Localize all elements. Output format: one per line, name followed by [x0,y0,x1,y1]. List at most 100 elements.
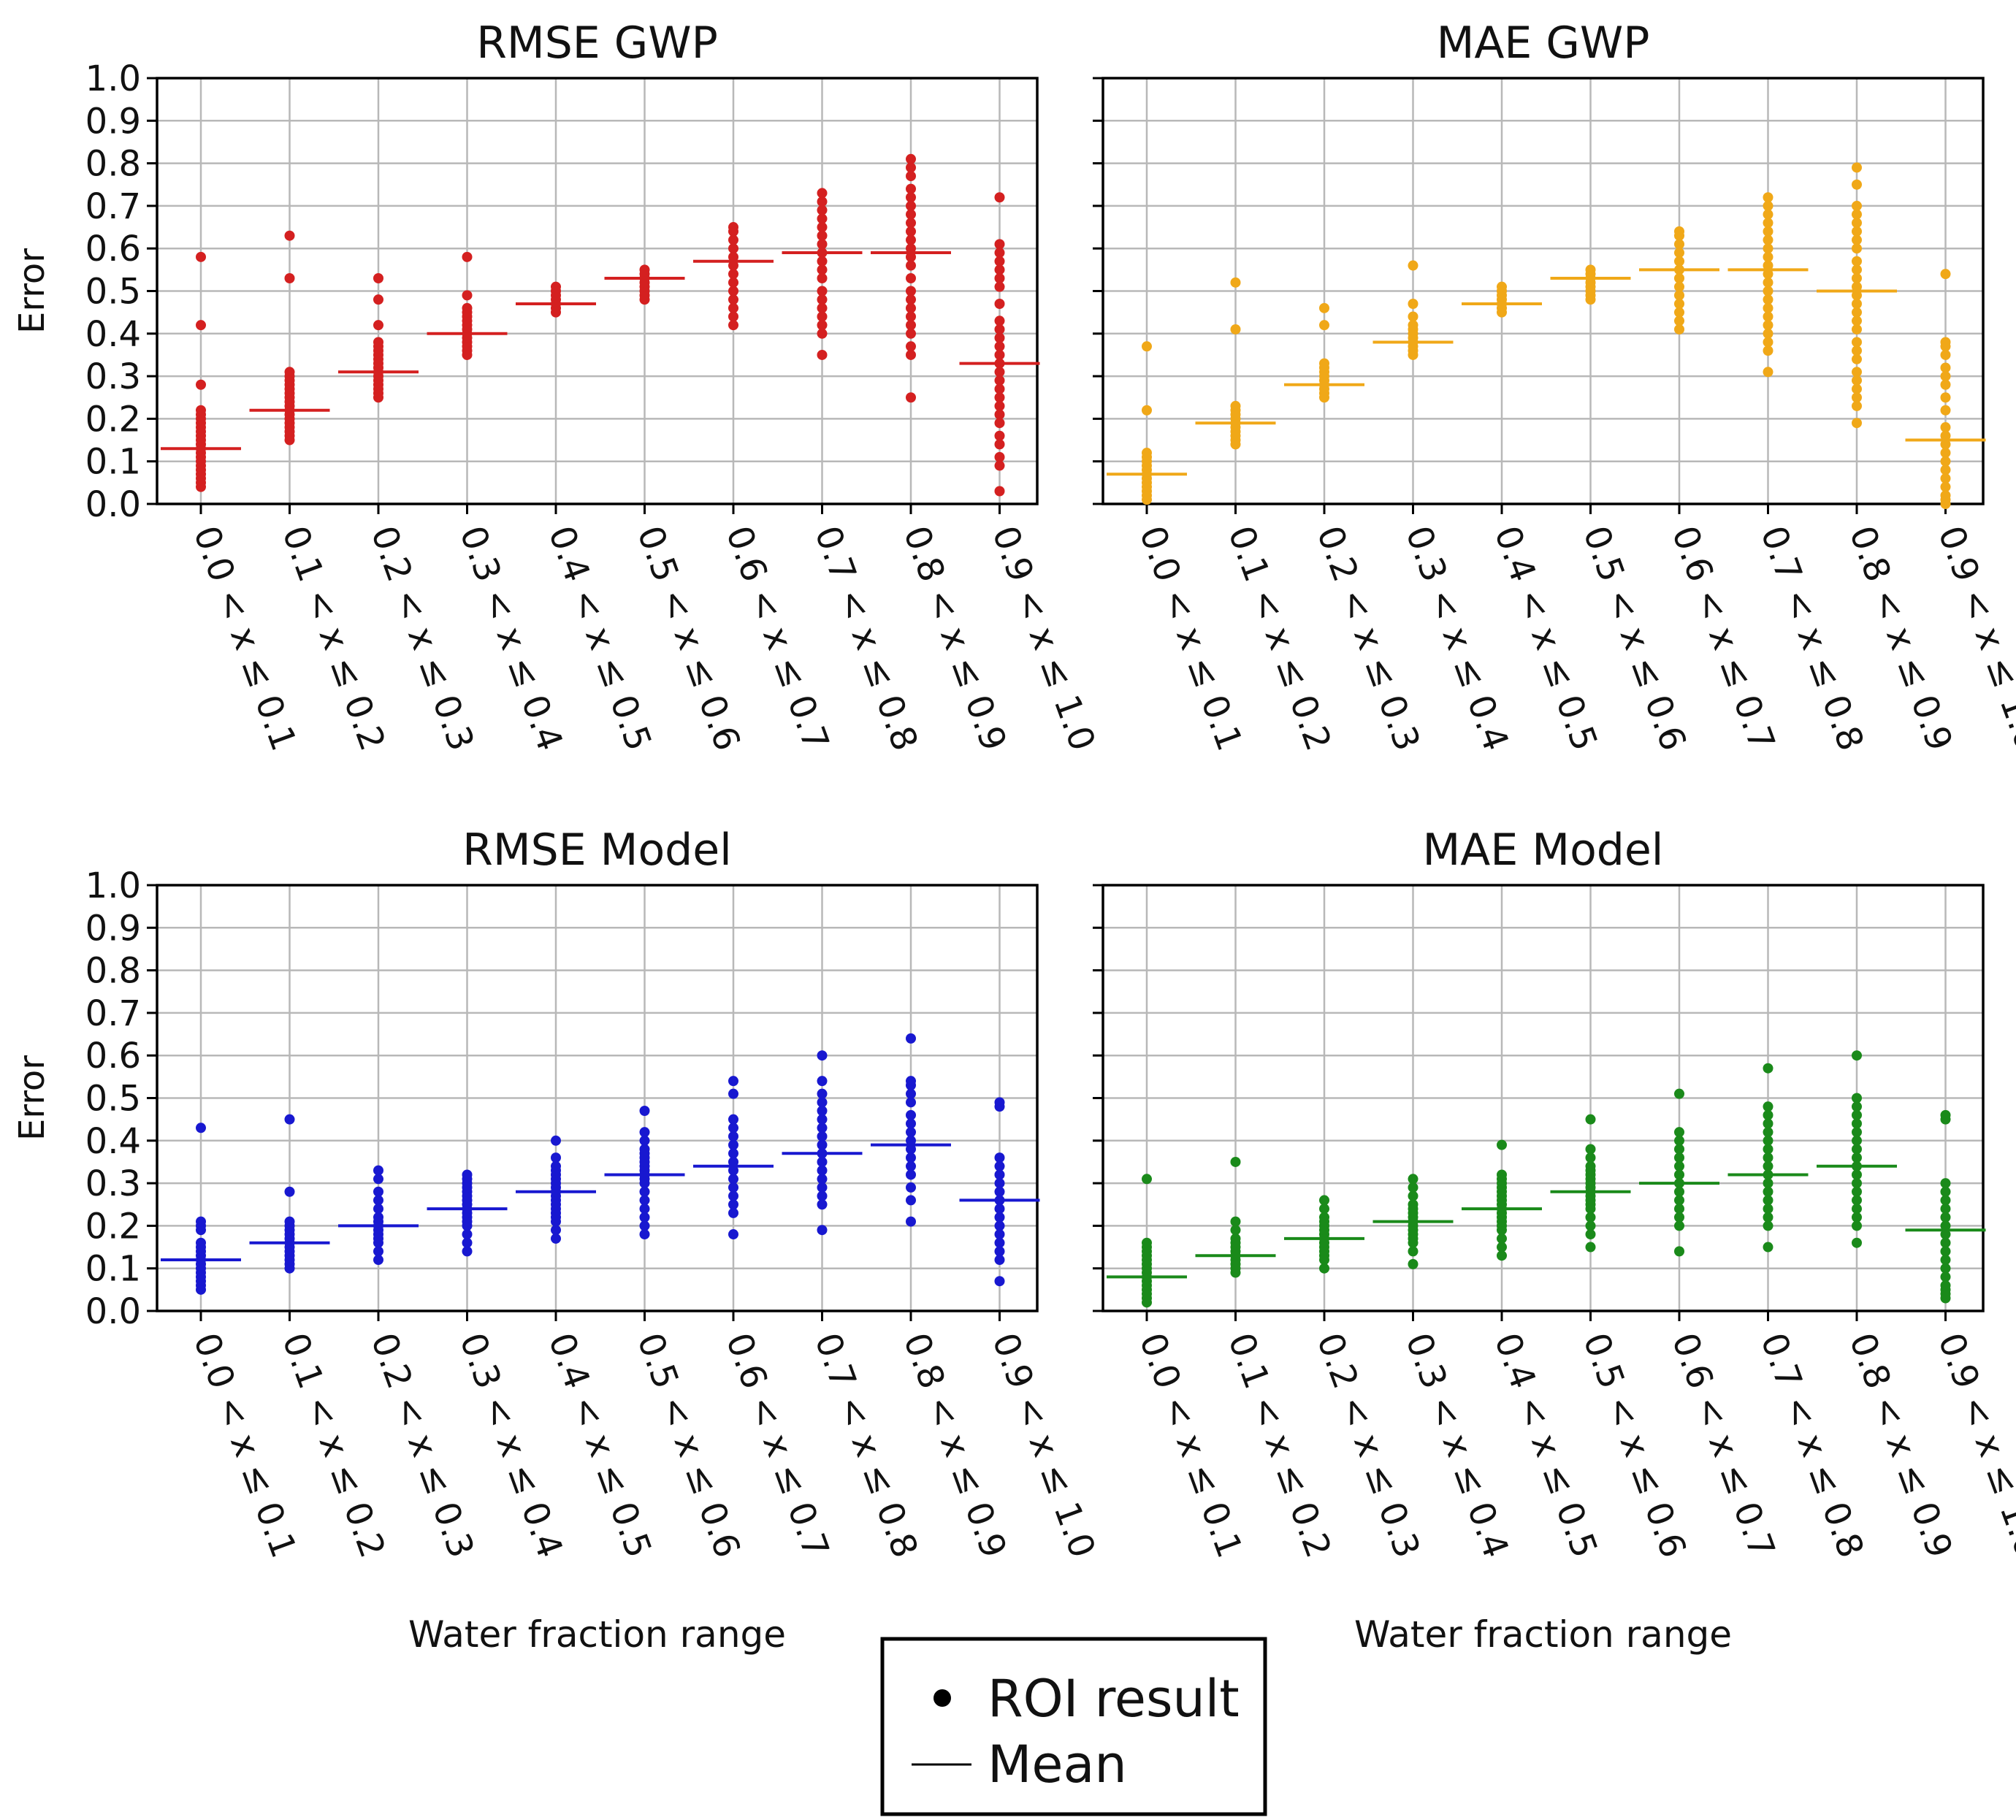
roi-result-point [994,324,1005,334]
roi-result-point [1852,1118,1862,1129]
roi-result-point [1852,1195,1862,1206]
roi-result-point [994,239,1005,250]
roi-result-point [994,298,1005,309]
roi-result-point [1763,209,1773,220]
y-axis-label: Error [12,248,53,334]
roi-result-point [1852,1186,1862,1197]
roi-result-point [817,1225,828,1236]
roi-result-point [1940,439,1951,450]
roi-result-point [639,1220,650,1231]
roi-result-point [994,1220,1005,1231]
roi-result-point [994,1097,1005,1108]
roi-result-point [906,171,916,182]
roi-result-point [728,1190,738,1201]
roi-result-point [1674,239,1684,250]
roi-result-point [1763,337,1773,348]
roi-result-point [906,200,916,211]
roi-result-point [728,1131,738,1142]
roi-result-point [906,311,916,322]
roi-result-point [1940,269,1951,280]
roi-result-point [1763,260,1773,271]
roi-result-point [906,226,916,237]
roi-result-point [1940,490,1951,501]
roi-result-point [817,328,828,339]
roi-result-point [284,273,295,284]
y-tick-label: 0.7 [85,993,141,1034]
roi-result-point [817,204,828,215]
roi-result-point [1763,234,1773,245]
roi-result-point [1674,307,1684,318]
roi-result-point [1319,320,1329,331]
roi-result-point [1852,1169,1862,1180]
roi-result-point [373,1195,383,1206]
roi-result-point [1763,218,1773,229]
roi-result-point [284,1114,295,1125]
roi-result-point [994,349,1005,360]
x-axis-label: Water fraction range [408,1613,786,1656]
y-tick-label: 0.6 [85,229,141,269]
roi-result-point [1674,1186,1684,1197]
roi-result-point [1230,400,1241,411]
roi-result-point [817,311,828,322]
roi-result-point [1230,1156,1241,1167]
roi-result-point [1940,371,1951,382]
roi-result-point [1940,448,1951,459]
roi-result-point [1585,1144,1596,1155]
roi-result-point [1497,281,1507,292]
roi-result-point [1763,1212,1773,1223]
roi-result-point [1940,1212,1951,1223]
roi-result-point [906,1152,916,1163]
legend-frame [880,1637,1267,1816]
plot-frame [156,77,1039,505]
y-tick-label: 0.1 [85,442,141,483]
roi-result-point [906,349,916,360]
roi-result-point [994,1204,1005,1215]
roi-result-point [1940,1246,1951,1257]
roi-result-point [1763,277,1773,288]
roi-result-point [1674,248,1684,259]
roi-result-point [1940,337,1951,348]
y-tick-label: 0.7 [85,186,141,227]
roi-result-point [817,1182,828,1193]
roi-result-point [1142,1174,1152,1185]
roi-result-point [728,1139,738,1150]
roi-result-point [817,1076,828,1087]
roi-result-point [817,320,828,331]
roi-result-point [639,1105,650,1116]
roi-result-point [1319,302,1329,313]
roi-result-point [1408,1190,1419,1201]
y-tick-label: 0.2 [85,1206,141,1247]
roi-result-point [728,234,738,245]
roi-result-point [817,1174,828,1185]
roi-result-point [906,243,916,254]
roi-result-point [994,400,1005,411]
roi-result-point [1763,1220,1773,1231]
roi-result-point [817,1097,828,1108]
roi-result-point [1763,1101,1773,1112]
roi-result-point [1940,1178,1951,1189]
roi-result-point [817,1105,828,1116]
legend: ROI result Mean [880,1637,1267,1816]
roi-result-point [1940,379,1951,390]
roi-result-point [906,341,916,352]
roi-result-point [994,1255,1005,1266]
legend-point-marker [933,1689,951,1707]
roi-result-point [373,1165,383,1176]
plot-frame [156,884,1039,1312]
roi-result-point [1142,1237,1152,1248]
roi-result-point [1852,1212,1862,1223]
roi-result-point [1408,1258,1419,1269]
roi-result-point [551,1152,561,1163]
y-tick-label: 0.8 [85,951,141,992]
y-tick-label: 0.9 [85,101,141,142]
roi-result-point [817,188,828,199]
roi-result-point [728,1088,738,1099]
roi-result-point [1142,405,1152,416]
roi-result-point [817,222,828,233]
roi-result-point [551,1161,561,1171]
roi-result-point [728,286,738,297]
roi-result-point [1940,1229,1951,1240]
roi-result-point [1852,281,1862,292]
roi-result-point [1497,1233,1507,1244]
